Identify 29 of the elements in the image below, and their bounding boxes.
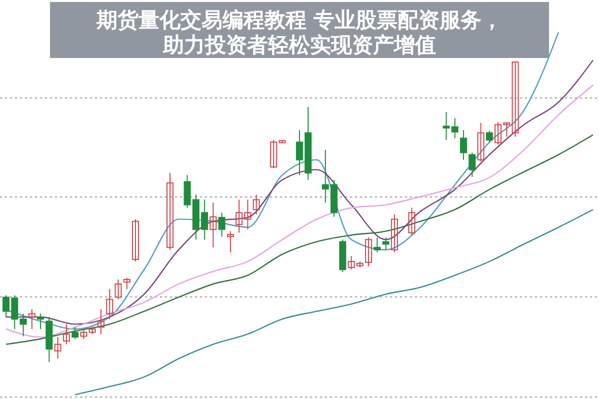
candlestick [252, 194, 260, 215]
chart-title: 期货量化交易编程教程 专业股票配资服务， [95, 8, 503, 32]
candlestick [460, 130, 468, 160]
candlestick [477, 122, 484, 162]
candlestick [468, 152, 476, 178]
candlestick [382, 237, 390, 250]
candlestick [365, 237, 372, 267]
candlestick [106, 288, 114, 320]
candlestick [210, 202, 217, 248]
candlestick [62, 324, 70, 345]
candlestick [37, 313, 44, 330]
candlestick [132, 218, 139, 262]
candlestick [390, 214, 398, 253]
candlestick [20, 313, 27, 337]
candlestick [226, 230, 234, 253]
candlestick [408, 207, 416, 236]
candlestick [123, 277, 130, 290]
candlestick [54, 336, 62, 360]
candlestick [374, 237, 381, 253]
candlestick [166, 172, 174, 250]
candlestick [28, 308, 36, 330]
candlestick [114, 279, 122, 300]
candlestick [512, 62, 519, 138]
candlestick [218, 212, 226, 238]
candlestick [80, 328, 88, 340]
candlestick [486, 130, 493, 144]
candlestick [72, 326, 79, 340]
candlestick [97, 308, 104, 335]
chart-subtitle: 助力投资者轻松实现资产增值 [162, 33, 436, 57]
